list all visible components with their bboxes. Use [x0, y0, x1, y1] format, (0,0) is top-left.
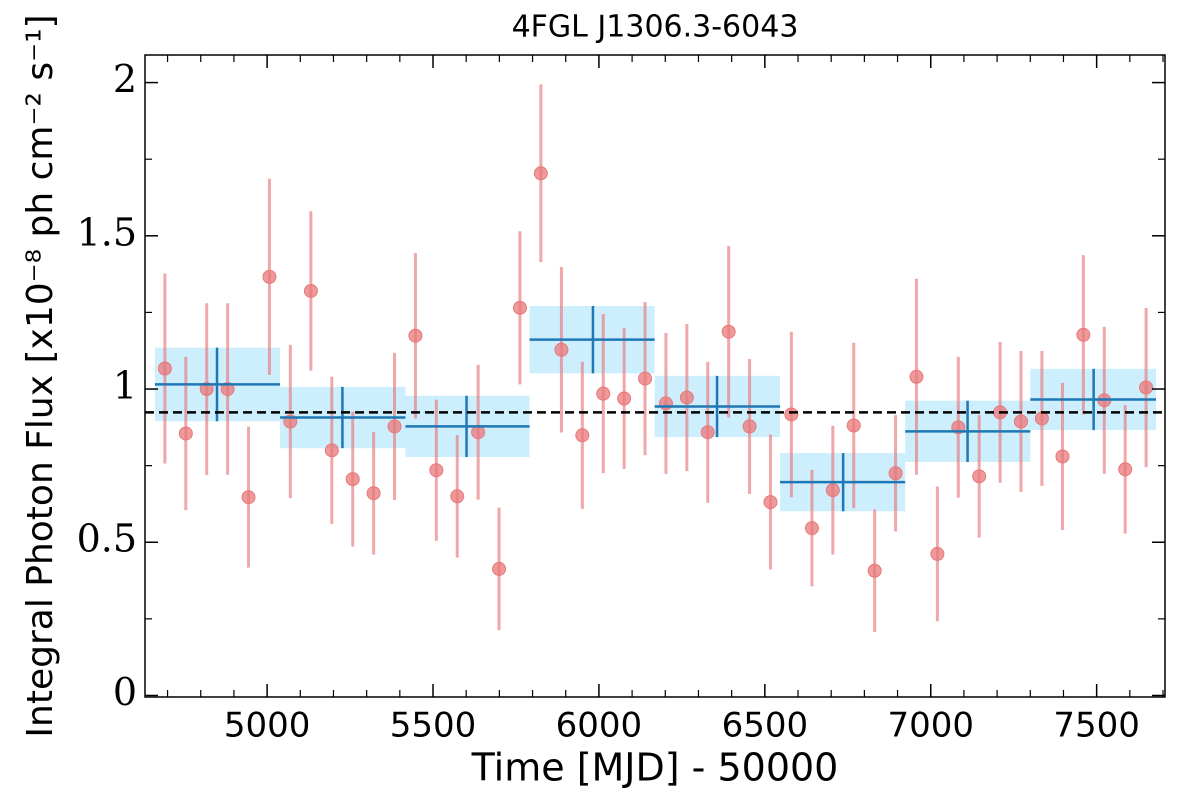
point	[617, 391, 632, 406]
point	[596, 386, 611, 401]
point	[262, 269, 277, 284]
point	[804, 521, 819, 536]
point	[324, 443, 339, 458]
y-tick-label: 0	[113, 670, 137, 714]
x-tick-label: 5000	[224, 706, 311, 746]
point	[679, 390, 694, 405]
point	[784, 407, 799, 422]
x-axis-label: Time [MJD] - 50000	[471, 746, 839, 790]
point	[408, 328, 423, 343]
point	[825, 483, 840, 498]
x-tick-label: 6000	[556, 706, 643, 746]
y-tick-label: 1	[113, 364, 137, 408]
point	[742, 419, 757, 434]
point	[345, 472, 360, 487]
point	[199, 382, 214, 397]
point	[492, 561, 507, 576]
point	[1076, 327, 1091, 342]
point	[533, 166, 548, 181]
point	[1013, 414, 1028, 429]
x-tick-label: 7000	[887, 706, 974, 746]
point	[450, 489, 465, 504]
point	[575, 428, 590, 443]
point	[366, 486, 381, 501]
x-tick-label: 7500	[1053, 706, 1140, 746]
point	[867, 563, 882, 578]
point	[157, 361, 172, 376]
point	[763, 495, 778, 510]
point	[846, 418, 861, 433]
point	[512, 300, 527, 315]
point	[721, 324, 736, 339]
point	[429, 463, 444, 478]
point	[909, 369, 924, 384]
point	[658, 396, 673, 411]
point	[554, 342, 569, 357]
point	[930, 546, 945, 561]
y-tick-label: 0.5	[77, 517, 137, 561]
point	[1139, 380, 1154, 395]
point	[178, 426, 193, 441]
point	[387, 419, 402, 434]
y-tick-label: 2	[113, 57, 137, 101]
y-tick-label: 1.5	[77, 210, 137, 254]
plot-frame	[144, 54, 1166, 698]
point	[1118, 462, 1133, 477]
point	[303, 283, 318, 298]
point	[638, 371, 653, 386]
point	[220, 382, 235, 397]
point	[888, 466, 903, 481]
x-tick-label: 6500	[722, 706, 809, 746]
chart-title: 4FGL J1306.3-6043	[512, 10, 799, 45]
point	[972, 469, 987, 484]
point	[1034, 411, 1049, 426]
y-axis-label: Integral Photon Flux [x10⁻⁸ ph cm⁻² s⁻¹]	[20, 14, 61, 737]
point	[700, 425, 715, 440]
point	[471, 425, 486, 440]
point	[1055, 449, 1070, 464]
x-tick-label: 5500	[390, 706, 477, 746]
point	[241, 490, 256, 505]
